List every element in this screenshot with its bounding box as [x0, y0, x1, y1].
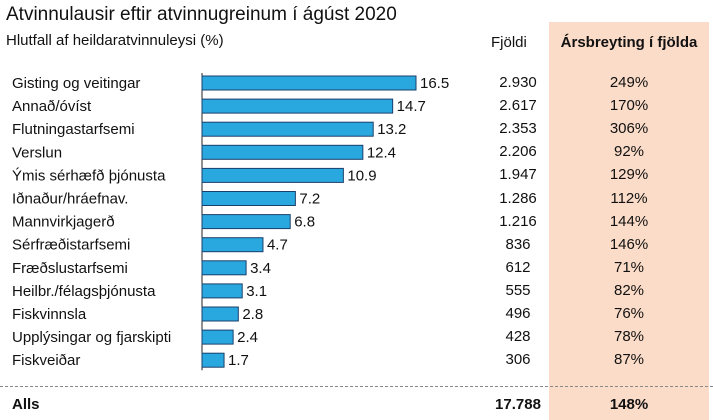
change-cell: 129%: [609, 166, 649, 184]
data-label: 6.8: [294, 214, 315, 231]
total-separator: [0, 386, 713, 387]
bar: [201, 306, 239, 322]
bar: [201, 98, 394, 114]
change-cell: 78%: [613, 328, 645, 346]
bar: [201, 260, 247, 276]
bar: [201, 121, 374, 137]
chart-subtitle: Hlutfall af heildaratvinnuleysi (%): [6, 32, 224, 49]
bar: [201, 214, 291, 230]
change-cell: 71%: [613, 258, 645, 276]
data-label: 13.2: [377, 121, 406, 138]
count-cell: 428: [505, 328, 531, 346]
count-cell: 306: [505, 351, 531, 369]
category-label: Fiskvinnsla: [12, 306, 87, 323]
category-label: Ýmis sérhæfð þjónusta: [12, 167, 166, 184]
change-cell: 92%: [613, 143, 645, 161]
data-label: 1.7: [228, 352, 249, 369]
change-cell: 306%: [609, 120, 649, 138]
change-cell: 112%: [610, 189, 648, 207]
count-cell: 1.286: [499, 189, 537, 207]
chart-title: Atvinnulausir eftir atvinnugreinum í ágú…: [6, 4, 397, 25]
bar: [201, 329, 234, 345]
count-cell: 1.947: [499, 166, 537, 184]
data-label: 2.4: [237, 329, 258, 346]
count-cell: 2.930: [499, 74, 537, 91]
count-cell: 612: [505, 258, 531, 276]
bar: [201, 352, 225, 368]
category-label: Annað/óvíst: [12, 98, 92, 115]
change-cell: 87%: [613, 351, 645, 369]
bar: [201, 75, 417, 91]
data-label: 10.9: [347, 167, 376, 184]
count-cell: 2.617: [499, 97, 537, 115]
change-cell: 76%: [613, 305, 645, 322]
category-label: Mannvirkjagerð: [12, 214, 115, 231]
count-cell: 555: [505, 281, 531, 299]
change-cell: 146%: [609, 235, 649, 253]
data-label: 2.8: [242, 306, 263, 323]
bar: [201, 191, 296, 206]
category-label: Gisting og veitingar: [12, 75, 140, 92]
data-label: 12.4: [367, 144, 396, 161]
bar: [201, 167, 344, 183]
total-change: 148%: [609, 396, 649, 413]
category-label: Verslun: [12, 144, 62, 161]
count-cell: 2.353: [499, 120, 537, 138]
category-label: Upplýsingar og fjarskipti: [12, 329, 171, 346]
bar: [201, 237, 264, 253]
data-label: 4.7: [267, 237, 288, 254]
count-cell: 836: [505, 235, 531, 253]
total-label: Alls: [12, 396, 40, 413]
change-column-header: Ársbreyting í fjölda: [560, 34, 698, 51]
data-label: 3.4: [250, 260, 271, 277]
data-label: 16.5: [420, 75, 449, 92]
count-cell: 1.216: [499, 212, 537, 230]
category-label: Fiskveiðar: [12, 352, 80, 369]
total-count: 17.788: [495, 396, 541, 413]
category-label: Flutningastarfsemi: [12, 121, 135, 138]
bar: [201, 144, 364, 160]
category-label: Fræðslustarfsemi: [12, 260, 128, 277]
data-label: 14.7: [397, 98, 426, 115]
annual-change-panel: [549, 22, 709, 420]
category-label: Sérfræðistarfsemi: [12, 237, 130, 254]
change-cell: 249%: [609, 74, 649, 91]
data-label: 7.2: [299, 191, 320, 208]
category-label: Heilbr./félagsþjónusta: [12, 283, 156, 300]
change-cell: 82%: [613, 281, 645, 299]
count-cell: 496: [505, 305, 531, 322]
change-cell: 170%: [609, 97, 649, 115]
count-cell: 2.206: [499, 143, 537, 161]
bar: [201, 283, 243, 299]
category-label: Iðnaður/hráefnav.: [12, 191, 128, 208]
change-cell: 144%: [609, 212, 649, 230]
data-label: 3.1: [246, 283, 267, 300]
count-column-header: Fjöldi: [491, 34, 527, 51]
